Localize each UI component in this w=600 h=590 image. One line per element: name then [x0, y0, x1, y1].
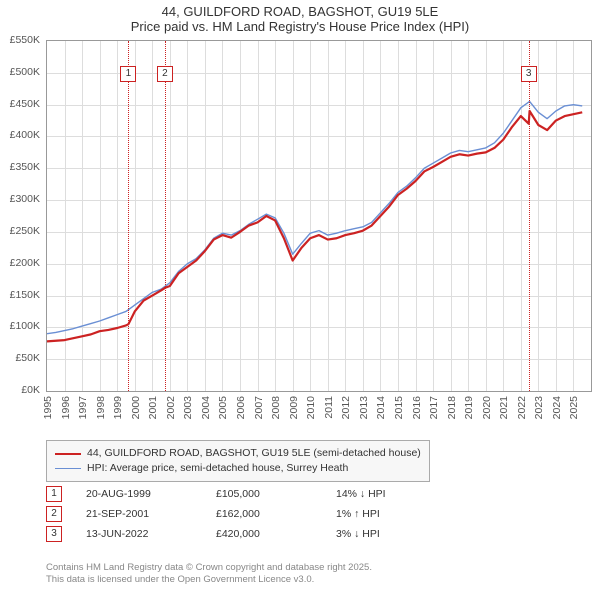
x-tick-label: 2008 — [270, 396, 282, 419]
x-tick-label: 2012 — [340, 396, 352, 419]
legend-row: HPI: Average price, semi-detached house,… — [55, 461, 421, 476]
sale-event-pct: 1% ↑ HPI — [336, 508, 380, 520]
sale-event-row: 2 21-SEP-2001£162,0001% ↑ HPI — [46, 504, 386, 524]
x-tick-label: 2014 — [375, 396, 387, 419]
x-tick-label: 2009 — [288, 396, 300, 419]
x-tick-label: 1996 — [60, 396, 72, 419]
x-tick-label: 2025 — [568, 396, 580, 419]
x-tick-label: 2006 — [235, 396, 247, 419]
series-line — [47, 101, 582, 333]
footnote-line-2: This data is licensed under the Open Gov… — [46, 574, 372, 586]
sale-event-price: £105,000 — [216, 488, 336, 500]
x-tick-label: 1999 — [112, 396, 124, 419]
legend: 44, GUILDFORD ROAD, BAGSHOT, GU19 5LE (s… — [46, 440, 430, 482]
sale-marker-line — [128, 41, 129, 391]
x-tick-label: 2024 — [551, 396, 563, 419]
y-tick-label: £250K — [0, 225, 40, 237]
y-tick-label: £0K — [0, 384, 40, 396]
sale-event-date: 21-SEP-2001 — [86, 508, 216, 520]
x-tick-label: 2015 — [393, 396, 405, 419]
y-tick-label: £550K — [0, 34, 40, 46]
x-tick-label: 2019 — [463, 396, 475, 419]
title-line-2: Price paid vs. HM Land Registry's House … — [0, 19, 600, 34]
x-tick-label: 2021 — [498, 396, 510, 419]
x-tick-label: 1997 — [77, 396, 89, 419]
y-tick-label: £150K — [0, 289, 40, 301]
sale-marker-box: 3 — [521, 66, 537, 82]
sale-event-row: 1 20-AUG-1999£105,00014% ↓ HPI — [46, 484, 386, 504]
sale-marker-line — [165, 41, 166, 391]
sale-event-id-box: 2 — [46, 506, 62, 522]
y-tick-label: £400K — [0, 129, 40, 141]
x-tick-label: 2010 — [305, 396, 317, 419]
y-tick-label: £300K — [0, 193, 40, 205]
sale-event-pct: 14% ↓ HPI — [336, 488, 386, 500]
chart-area: £0K£50K£100K£150K£200K£250K£300K£350K£40… — [46, 40, 600, 392]
x-tick-label: 2002 — [165, 396, 177, 419]
y-axis: £0K£50K£100K£150K£200K£250K£300K£350K£40… — [2, 40, 42, 390]
y-tick-label: £200K — [0, 257, 40, 269]
sale-events-list: 1 20-AUG-1999£105,00014% ↓ HPI 2 21-SEP-200… — [46, 484, 386, 544]
footnote: Contains HM Land Registry data © Crown c… — [46, 562, 372, 586]
x-tick-label: 2003 — [182, 396, 194, 419]
sale-event-price: £162,000 — [216, 508, 336, 520]
x-tick-label: 2011 — [323, 396, 335, 419]
x-tick-label: 2017 — [428, 396, 440, 419]
sale-event-row: 3 13-JUN-2022£420,0003% ↓ HPI — [46, 524, 386, 544]
plot-area: 1 2 3 — [46, 40, 592, 392]
x-tick-label: 1998 — [95, 396, 107, 419]
x-tick-label: 2013 — [358, 396, 370, 419]
x-tick-label: 2000 — [130, 396, 142, 419]
x-tick-label: 2004 — [200, 396, 212, 419]
legend-swatch-series-1 — [55, 453, 81, 455]
sale-event-id-box: 1 — [46, 486, 62, 502]
sale-marker-box: 1 — [120, 66, 136, 82]
footnote-line-1: Contains HM Land Registry data © Crown c… — [46, 562, 372, 574]
sale-event-price: £420,000 — [216, 528, 336, 540]
sale-event-date: 20-AUG-1999 — [86, 488, 216, 500]
x-tick-label: 2022 — [516, 396, 528, 419]
x-tick-label: 2020 — [481, 396, 493, 419]
x-tick-label: 2007 — [253, 396, 265, 419]
y-tick-label: £500K — [0, 66, 40, 78]
x-tick-label: 2001 — [147, 396, 159, 419]
x-tick-label: 2018 — [446, 396, 458, 419]
sale-event-id-box: 3 — [46, 526, 62, 542]
y-tick-label: £50K — [0, 352, 40, 364]
chart-title-block: 44, GUILDFORD ROAD, BAGSHOT, GU19 5LE Pr… — [0, 0, 600, 34]
sale-marker-line — [529, 41, 530, 391]
y-tick-label: £450K — [0, 98, 40, 110]
x-tick-label: 2023 — [533, 396, 545, 419]
sale-event-pct: 3% ↓ HPI — [336, 528, 380, 540]
legend-row: 44, GUILDFORD ROAD, BAGSHOT, GU19 5LE (s… — [55, 446, 421, 461]
series-line — [47, 111, 582, 341]
x-tick-label: 1995 — [42, 396, 54, 419]
legend-swatch-series-2 — [55, 468, 81, 469]
title-line-1: 44, GUILDFORD ROAD, BAGSHOT, GU19 5LE — [0, 4, 600, 19]
sale-event-date: 13-JUN-2022 — [86, 528, 216, 540]
y-tick-label: £350K — [0, 161, 40, 173]
x-axis: 1995199619971998199920002001200220032004… — [46, 394, 590, 434]
x-tick-label: 2005 — [217, 396, 229, 419]
legend-label-series-2: HPI: Average price, semi-detached house,… — [87, 461, 348, 476]
legend-label-series-1: 44, GUILDFORD ROAD, BAGSHOT, GU19 5LE (s… — [87, 446, 421, 461]
sale-marker-box: 2 — [157, 66, 173, 82]
x-tick-label: 2016 — [411, 396, 423, 419]
y-tick-label: £100K — [0, 320, 40, 332]
